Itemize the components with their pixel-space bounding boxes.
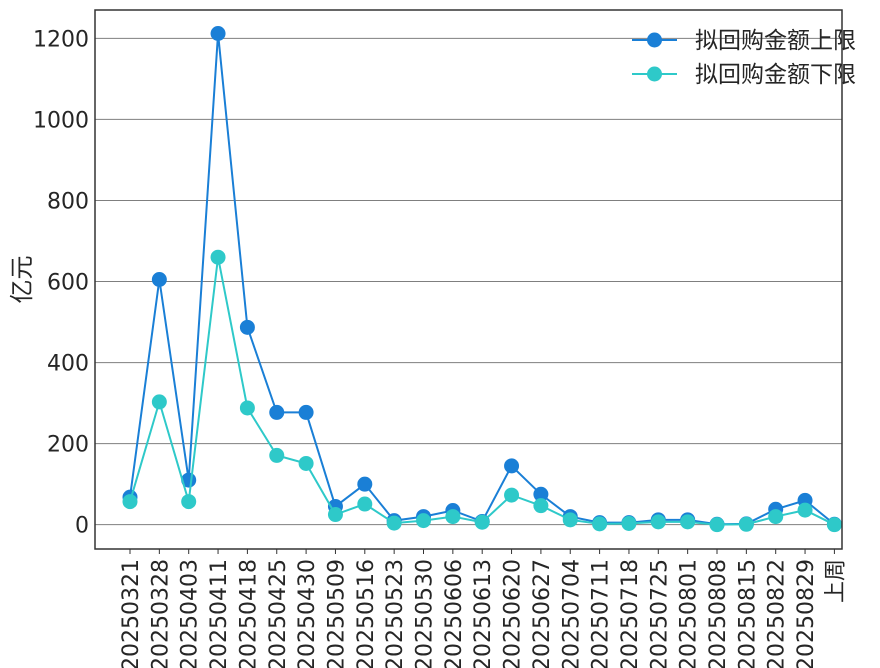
- data-point: [445, 509, 461, 525]
- legend-label: 拟回购金额下限: [695, 62, 856, 88]
- x-tick-label: 20250516: [354, 559, 379, 668]
- data-point: [650, 514, 666, 530]
- y-axis-label: 亿元: [8, 256, 36, 304]
- x-tick-label: 20250808: [706, 559, 731, 668]
- data-point: [797, 502, 813, 518]
- x-tick-label: 20250321: [119, 559, 144, 668]
- data-point: [151, 394, 167, 410]
- data-point: [768, 509, 784, 525]
- x-tick-label: 20250606: [442, 559, 467, 668]
- x-tick-label: 20250430: [295, 559, 320, 668]
- data-point: [533, 498, 549, 514]
- y-tick-label: 0: [75, 514, 89, 539]
- legend-item: 拟回购金额上限: [632, 28, 856, 54]
- x-tick-label: 20250627: [530, 559, 555, 668]
- legend-label: 拟回购金额上限: [695, 28, 856, 54]
- gridlines: [95, 37, 842, 526]
- data-point: [621, 515, 637, 531]
- legend-item: 拟回购金额下限: [632, 62, 856, 88]
- data-point: [239, 319, 255, 335]
- x-tick-label: 20250725: [647, 559, 672, 668]
- data-point: [826, 517, 842, 533]
- data-point: [738, 516, 754, 532]
- data-point: [269, 447, 285, 463]
- y-tick-label: 400: [47, 352, 89, 377]
- data-point: [239, 400, 255, 416]
- data-point: [210, 249, 226, 265]
- x-tick-label: 20250530: [413, 559, 438, 668]
- x-tick-label: 20250425: [266, 559, 291, 668]
- x-axis-ticks: 20250321 20250328 20250403 20250411 20250418…: [119, 549, 848, 668]
- series-line: [129, 33, 836, 526]
- x-tick-label: 20250829: [794, 559, 819, 668]
- data-point: [592, 516, 608, 532]
- legend-marker: [647, 32, 662, 48]
- x-tick-label: 20250418: [236, 559, 261, 668]
- x-tick-label: 上周: [823, 559, 848, 603]
- x-tick-label: 20250704: [559, 559, 584, 668]
- data-point: [504, 487, 520, 503]
- data-point: [533, 486, 549, 502]
- legend-marker: [647, 66, 662, 82]
- data-point: [680, 514, 696, 530]
- x-tick-label: 20250613: [471, 559, 496, 668]
- data-point: [709, 517, 725, 533]
- x-tick-label: 20250801: [677, 559, 702, 668]
- series-1: [122, 26, 842, 532]
- y-tick-label: 600: [47, 271, 89, 296]
- x-tick-label: 20250328: [148, 559, 173, 668]
- data-point: [474, 514, 490, 530]
- plot-frame: [94, 9, 843, 550]
- y-tick-label: 200: [47, 433, 89, 458]
- x-tick-label: 20250718: [618, 559, 643, 668]
- x-tick-label: 20250711: [589, 559, 614, 668]
- x-tick-label: 20250509: [324, 559, 349, 668]
- data-point: [386, 515, 402, 531]
- y-tick-label: 800: [47, 189, 89, 214]
- series-line: [129, 257, 835, 526]
- data-point: [357, 476, 373, 492]
- x-tick-label: 20250403: [178, 559, 203, 668]
- data-point: [298, 455, 314, 471]
- x-tick-label: 20250523: [383, 559, 408, 668]
- y-axis-ticks: 0 200 400 600 800 1000 1200: [33, 27, 89, 538]
- x-tick-label: 20250822: [765, 559, 790, 668]
- data-point: [181, 494, 197, 510]
- data-point: [562, 512, 578, 528]
- data-point: [504, 458, 520, 474]
- data-point: [416, 513, 431, 529]
- series-2: [122, 249, 842, 533]
- series-group: [122, 26, 842, 533]
- data-point: [269, 404, 285, 420]
- y-tick-label: 1200: [33, 27, 89, 52]
- x-tick-label: 20250815: [735, 559, 760, 668]
- data-point: [357, 496, 373, 512]
- data-point: [151, 272, 167, 287]
- x-tick-label: 20250620: [501, 559, 526, 668]
- x-tick-label: 20250411: [207, 559, 232, 668]
- data-point: [122, 494, 138, 510]
- y-tick-label: 1000: [33, 108, 89, 133]
- data-point: [327, 507, 343, 523]
- data-point: [298, 404, 314, 420]
- data-point: [210, 26, 226, 42]
